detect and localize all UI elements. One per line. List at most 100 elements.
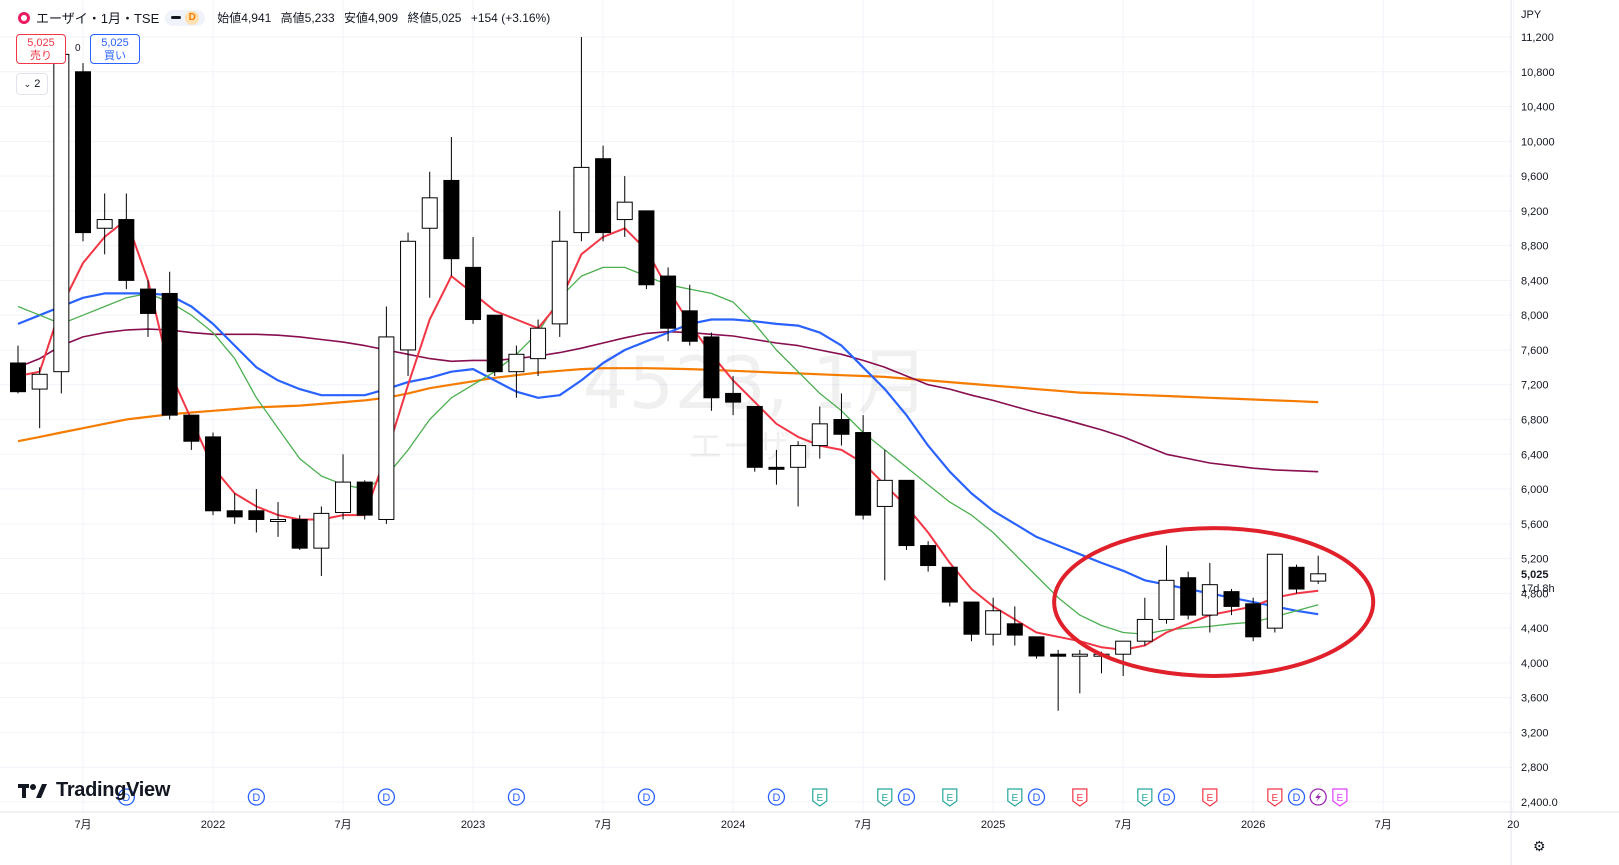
earnings-marker-label: E: [1207, 793, 1214, 804]
candle-body-up: [96, 219, 113, 229]
candle-body-up: [985, 610, 1002, 635]
candle-body-up: [530, 327, 547, 360]
price-axis-tick: 9,600: [1521, 171, 1549, 183]
candle-body-down: [140, 288, 157, 314]
indicators-count: 2: [34, 78, 41, 90]
candle: [291, 515, 308, 550]
dividend-marker-label: D: [252, 792, 260, 804]
candle: [313, 506, 330, 576]
candle-body-down: [486, 314, 503, 373]
earnings-marker: [942, 788, 958, 807]
ma-line-orange: [17, 367, 1319, 443]
candle-body-down: [898, 479, 915, 547]
spread-value: 0: [75, 43, 81, 54]
price-axis-tick: 10,000: [1521, 136, 1555, 148]
indicators-toggle-button[interactable]: ⌄ 2: [16, 73, 48, 95]
time-axis-tick: 7月: [595, 819, 612, 831]
earnings-marker-label: E: [946, 793, 953, 804]
candle-body-down: [855, 432, 872, 516]
candle: [421, 171, 438, 298]
candle: [31, 367, 48, 429]
candle-body-down: [161, 292, 178, 416]
price-axis-tick: 9,200: [1521, 206, 1549, 218]
price-axis-tick: 4,800: [1521, 588, 1549, 600]
price-axis-tick: 8,800: [1521, 241, 1549, 253]
open-value: 4,941: [241, 11, 272, 25]
dividend-marker-label: D: [902, 792, 910, 804]
time-axis-tick: 2023: [461, 819, 485, 831]
price-axis-tick: 6,400: [1521, 449, 1549, 461]
candle: [443, 136, 460, 277]
dividend-marker: [247, 788, 266, 806]
candle-body-down: [465, 266, 482, 321]
candle: [9, 345, 26, 394]
candle-body-down: [248, 510, 265, 520]
settings-gear-icon[interactable]: ⚙: [1533, 838, 1546, 854]
time-axis-tick: 2024: [721, 819, 745, 831]
buy-price: 5,025: [101, 37, 129, 49]
candle-body-down: [920, 545, 937, 567]
currency-label[interactable]: JPY: [1521, 9, 1542, 21]
candle: [595, 145, 612, 242]
close-value: 5,025: [431, 11, 462, 25]
dividend-marker-label: D: [1293, 792, 1301, 804]
candles: [9, 37, 1327, 711]
candle-body-down: [638, 210, 655, 286]
candle: [768, 449, 785, 485]
interval-pill[interactable]: D: [165, 9, 206, 26]
dividend-marker: [377, 788, 396, 806]
candle-body-down: [1006, 623, 1023, 636]
earnings-marker-label: E: [1076, 793, 1083, 804]
candle-body-up: [1310, 573, 1327, 582]
candle: [226, 493, 243, 524]
price-axis-tick: 2,400.0: [1521, 797, 1558, 809]
candle-body-down: [963, 601, 980, 635]
candle: [1006, 606, 1023, 646]
candle-body-down: [443, 179, 460, 260]
tradingview-logo-icon: [18, 783, 47, 798]
candle-body-down: [1180, 577, 1197, 616]
earnings-marker: [1202, 788, 1218, 807]
dividend-marker-label: D: [1033, 792, 1041, 804]
earnings-marker-label: E: [816, 793, 823, 804]
candle: [161, 271, 178, 420]
candle: [530, 319, 547, 377]
high-value: 5,233: [304, 11, 335, 25]
candle: [1288, 564, 1305, 594]
candle-body-down: [725, 392, 742, 403]
sell-button[interactable]: 5,025 売り: [16, 34, 66, 64]
candle: [660, 267, 677, 342]
price-axis-tick: 8,000: [1521, 310, 1549, 322]
price-axis-tick: 11,200: [1521, 32, 1554, 44]
candle-body-down: [356, 481, 373, 516]
symbol-title[interactable]: エーザイ・1月・TSE: [36, 11, 160, 26]
candle: [183, 414, 200, 450]
open-label: 始値: [217, 11, 242, 25]
tradingview-logo[interactable]: TradingView: [18, 779, 170, 802]
candle-body-down: [941, 566, 958, 603]
candle: [1310, 555, 1327, 584]
earnings-marker: [1007, 788, 1023, 807]
candle-body-up: [1071, 653, 1088, 657]
candle: [638, 210, 655, 290]
candle-body-up: [53, 53, 70, 373]
candle: [941, 566, 958, 607]
candle-body-up: [313, 512, 330, 549]
candle: [356, 480, 373, 520]
price-axis-tick: 6,800: [1521, 415, 1549, 427]
candle: [963, 601, 980, 642]
dividend-marker-label: D: [122, 792, 130, 804]
candle-body-up: [508, 353, 525, 373]
chart-legend: エーザイ・1月・TSE D 始値4,941 高値5,233 安値4,909 終値…: [18, 8, 550, 27]
candle: [725, 376, 742, 416]
price-axis-tick: 3,200: [1521, 727, 1549, 739]
candle: [746, 405, 763, 472]
buy-button[interactable]: 5,025 買い: [90, 34, 140, 64]
candle: [1245, 597, 1262, 642]
chevron-down-icon: ⌄: [23, 78, 32, 89]
candle: [465, 236, 482, 324]
price-axis-tick: 3,600: [1521, 693, 1549, 705]
earnings-marker: [1137, 788, 1153, 807]
time-axis-tick: 7月: [1375, 819, 1392, 831]
